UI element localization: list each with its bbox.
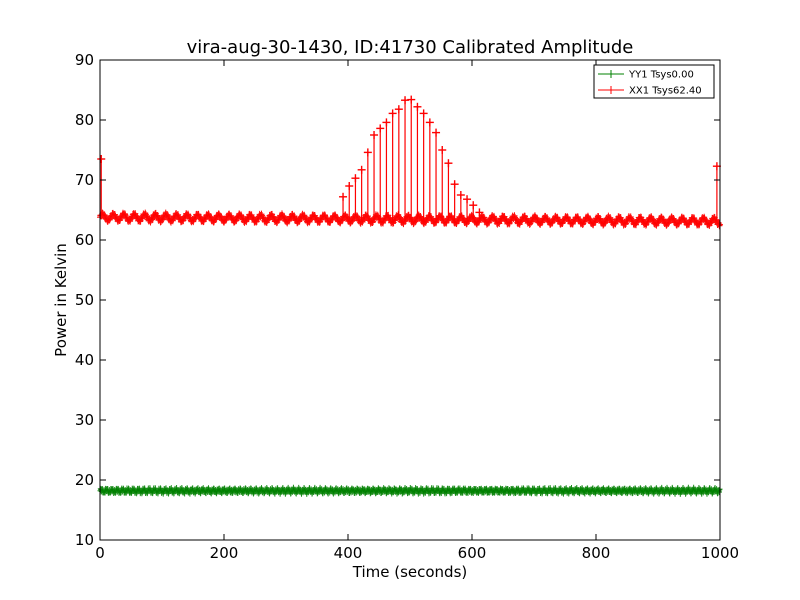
series-layer <box>97 95 723 497</box>
legend-box <box>593 64 715 99</box>
tick-layer: 0 200 400 600 800 1000 10 20 30 40 50 60 70 80 90 <box>75 51 739 562</box>
x-tick-label: 1000 <box>701 544 739 562</box>
y-tick-label: 80 <box>75 111 94 129</box>
x-axis-label: Time (seconds) <box>352 563 468 581</box>
y-tick-label: 70 <box>75 171 94 189</box>
y-tick-label: 20 <box>75 471 94 489</box>
x-tick-label: 400 <box>334 544 363 562</box>
x-tick-label: 0 <box>95 544 105 562</box>
y-tick-label: 90 <box>75 51 94 69</box>
x-tick-label: 600 <box>458 544 487 562</box>
chart-title: vira-aug-30-1430, ID:41730 Calibrated Am… <box>187 37 634 58</box>
y-axis-label: Power in Kelvin <box>52 243 70 357</box>
x-tick-label: 200 <box>210 544 239 562</box>
legend-label-xx1: XX1 Tsys62.40 <box>629 86 702 97</box>
y-tick-label: 10 <box>75 531 94 549</box>
legend-label-yy1: YY1 Tsys0.00 <box>628 70 694 81</box>
plot-area <box>100 60 720 540</box>
y-tick-label: 50 <box>75 291 94 309</box>
y-tick-label: 40 <box>75 351 94 369</box>
y-tick-label: 60 <box>75 231 94 249</box>
y-tick-label: 30 <box>75 411 94 429</box>
x-tick-label: 800 <box>582 544 611 562</box>
legend: YY1 Tsys0.00 XX1 Tsys62.40 <box>593 64 715 99</box>
